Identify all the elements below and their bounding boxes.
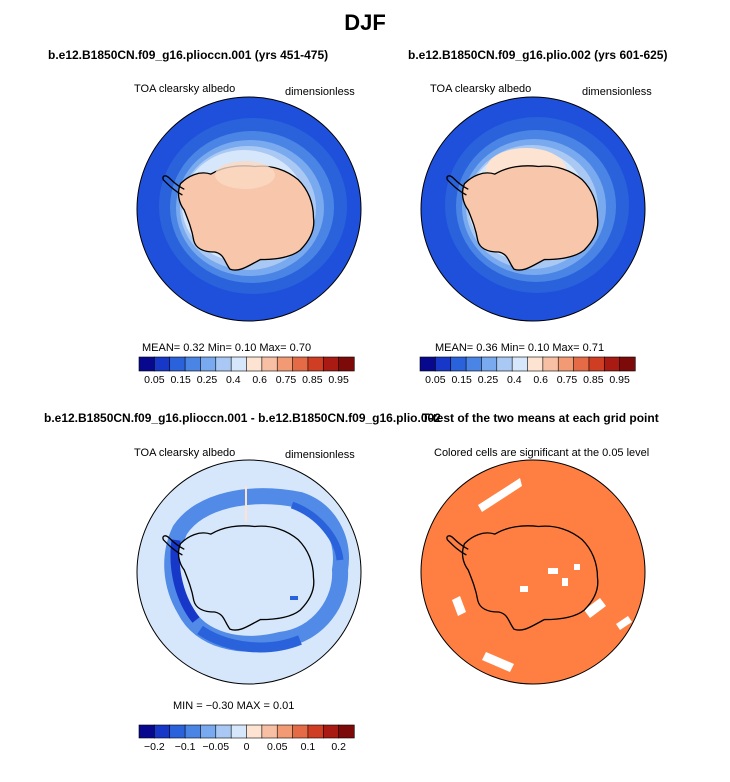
panel-1-colorbar-swatch [276, 356, 294, 372]
panel-3-colorbar-tick-label: 0.1 [301, 741, 316, 753]
panel-3-colorbar: −0.2 −0.1 −0.05 0 0.05 0.1 0.2 [138, 724, 355, 753]
panel-1-colorbar-tick-label: 0.15 [170, 374, 191, 386]
panel-4-border [420, 459, 646, 685]
panel-1-map [137, 97, 361, 321]
panel-3-colorbar-swatch [230, 724, 248, 739]
panel-2-colorbar-tick-label: 0.75 [557, 374, 578, 386]
panel-4-map [421, 460, 645, 684]
panel-2-colorbar-swatch [619, 356, 636, 372]
panel-3-colorbar-tick-label: 0.2 [331, 741, 346, 753]
panel-1-units-label: dimensionless [285, 86, 355, 98]
panel-2-colorbar-swatch [527, 356, 544, 372]
panel-1-colorbar-swatch [307, 356, 324, 372]
panel-1-colorbar-swatch [138, 356, 155, 372]
panel-2-colorbar-tick-label: 0.85 [583, 374, 604, 386]
panel-1-colorbar-swatch [338, 356, 355, 372]
panel-1-colorbar: 0.05 0.15 0.25 0.4 0.6 0.75 0.85 0.95 [138, 356, 355, 386]
panel-3-colorbar-swatch [154, 724, 171, 739]
figure-title: DJF [344, 10, 386, 35]
panel-2-colorbar-swatch [465, 356, 483, 372]
panel-2-stats: MEAN= 0.36 Min= 0.10 Max= 0.71 [435, 342, 605, 354]
panel-2-map [421, 97, 645, 321]
panel-3-colorbar-tick-label: 0.05 [267, 741, 288, 753]
panel-3-units-label: dimensionless [285, 449, 355, 461]
panel-2-title: b.e12.B1850CN.f09_g16.plio.002 (yrs 601-… [408, 48, 668, 62]
panel-3-colorbar-swatch [138, 724, 155, 739]
panel-2-variable-label: TOA clearsky albedo [430, 83, 532, 95]
panel-2-colorbar-swatch [450, 356, 467, 372]
panel-1-colorbar-swatch [261, 356, 278, 372]
panel-1-colorbar-swatch [292, 356, 309, 372]
panel-1-colorbar-swatch [154, 356, 171, 372]
panel-3-colorbar-swatch [169, 724, 186, 739]
panel-3-colorbar-tick-label: 0 [244, 741, 250, 753]
panel-3-colorbar-swatch [184, 724, 202, 739]
panel-3-variable-label: TOA clearsky albedo [134, 447, 236, 459]
panel-1-colorbar-tick-label: 0.25 [197, 374, 218, 386]
panel-3-stats: MIN = −0.30 MAX = 0.01 [173, 700, 295, 712]
panel-3-border [136, 459, 362, 685]
panel-4-annotation: Colored cells are significant at the 0.0… [434, 447, 650, 459]
panel-2-units-label: dimensionless [582, 86, 652, 98]
panel-3-colorbar-swatch [322, 724, 340, 739]
panel-2-colorbar-swatch [588, 356, 605, 372]
panel-2-colorbar-swatch [542, 356, 559, 372]
panel-2-colorbar-tick-label: 0.25 [478, 374, 499, 386]
panel-3-colorbar-tick-label: −0.1 [175, 741, 196, 753]
panel-2-colorbar-swatch [573, 356, 590, 372]
panel-3-map [137, 460, 361, 684]
panel-3-colorbar-swatch [338, 724, 355, 739]
panel-3-colorbar-swatch [200, 724, 217, 739]
panel-2-colorbar-tick-label: 0.95 [609, 374, 630, 386]
panel-3-colorbar-tick-label: −0.2 [144, 741, 165, 753]
panel-2-colorbar-swatch [481, 356, 498, 372]
panel-2-colorbar-swatch [419, 356, 436, 372]
panel-1-colorbar-tick-label: 0.85 [302, 374, 323, 386]
panel-4-title: T-test of the two means at each grid poi… [422, 411, 659, 425]
panel-1-colorbar-swatch [322, 356, 340, 372]
panel-3-colorbar-swatch [215, 724, 232, 739]
panel-1-title: b.e12.B1850CN.f09_g16.plioccn.001 (yrs 4… [48, 48, 329, 62]
panel-1-colorbar-swatch [169, 356, 186, 372]
panel-2-colorbar-swatch [435, 356, 452, 372]
panel-2-colorbar-tick-label: 0.15 [451, 374, 472, 386]
panel-3-title: b.e12.B1850CN.f09_g16.plioccn.001 - b.e1… [44, 411, 441, 425]
panel-2-colorbar-swatch [603, 356, 621, 372]
panel-2-colorbar-swatch [557, 356, 575, 372]
panel-3-colorbar-swatch [307, 724, 324, 739]
panel-1-colorbar-tick-label: 0.6 [252, 374, 267, 386]
panel-2-colorbar-swatch [496, 356, 513, 372]
panel-3-colorbar-swatch [292, 724, 309, 739]
panel-1-colorbar-tick-label: 0.4 [226, 374, 241, 386]
panel-3-colorbar-tick-label: −0.05 [202, 741, 229, 753]
panel-2-border [420, 96, 646, 322]
panel-1-stats: MEAN= 0.32 Min= 0.10 Max= 0.70 [142, 342, 312, 354]
panel-1-colorbar-tick-label: 0.05 [144, 374, 165, 386]
panel-1-colorbar-tick-label: 0.95 [328, 374, 349, 386]
panel-1-colorbar-swatch [230, 356, 248, 372]
panel-3-colorbar-swatch [276, 724, 294, 739]
panel-1-colorbar-swatch [200, 356, 217, 372]
panel-3-colorbar-swatch [261, 724, 278, 739]
panel-3-colorbar-swatch [246, 724, 263, 739]
panel-1-colorbar-swatch [184, 356, 202, 372]
panel-2-colorbar-swatch [511, 356, 529, 372]
panel-1-colorbar-swatch [215, 356, 232, 372]
panel-1-variable-label: TOA clearsky albedo [134, 83, 236, 95]
panel-2-colorbar: 0.05 0.15 0.25 0.4 0.6 0.75 0.85 0.95 [419, 356, 636, 386]
panel-1-border [136, 96, 362, 322]
panel-2-colorbar-tick-label: 0.05 [425, 374, 446, 386]
panel-1-colorbar-swatch [246, 356, 263, 372]
panel-1-colorbar-tick-label: 0.75 [276, 374, 297, 386]
panel-2-colorbar-tick-label: 0.6 [533, 374, 548, 386]
panel-2-colorbar-tick-label: 0.4 [507, 374, 522, 386]
